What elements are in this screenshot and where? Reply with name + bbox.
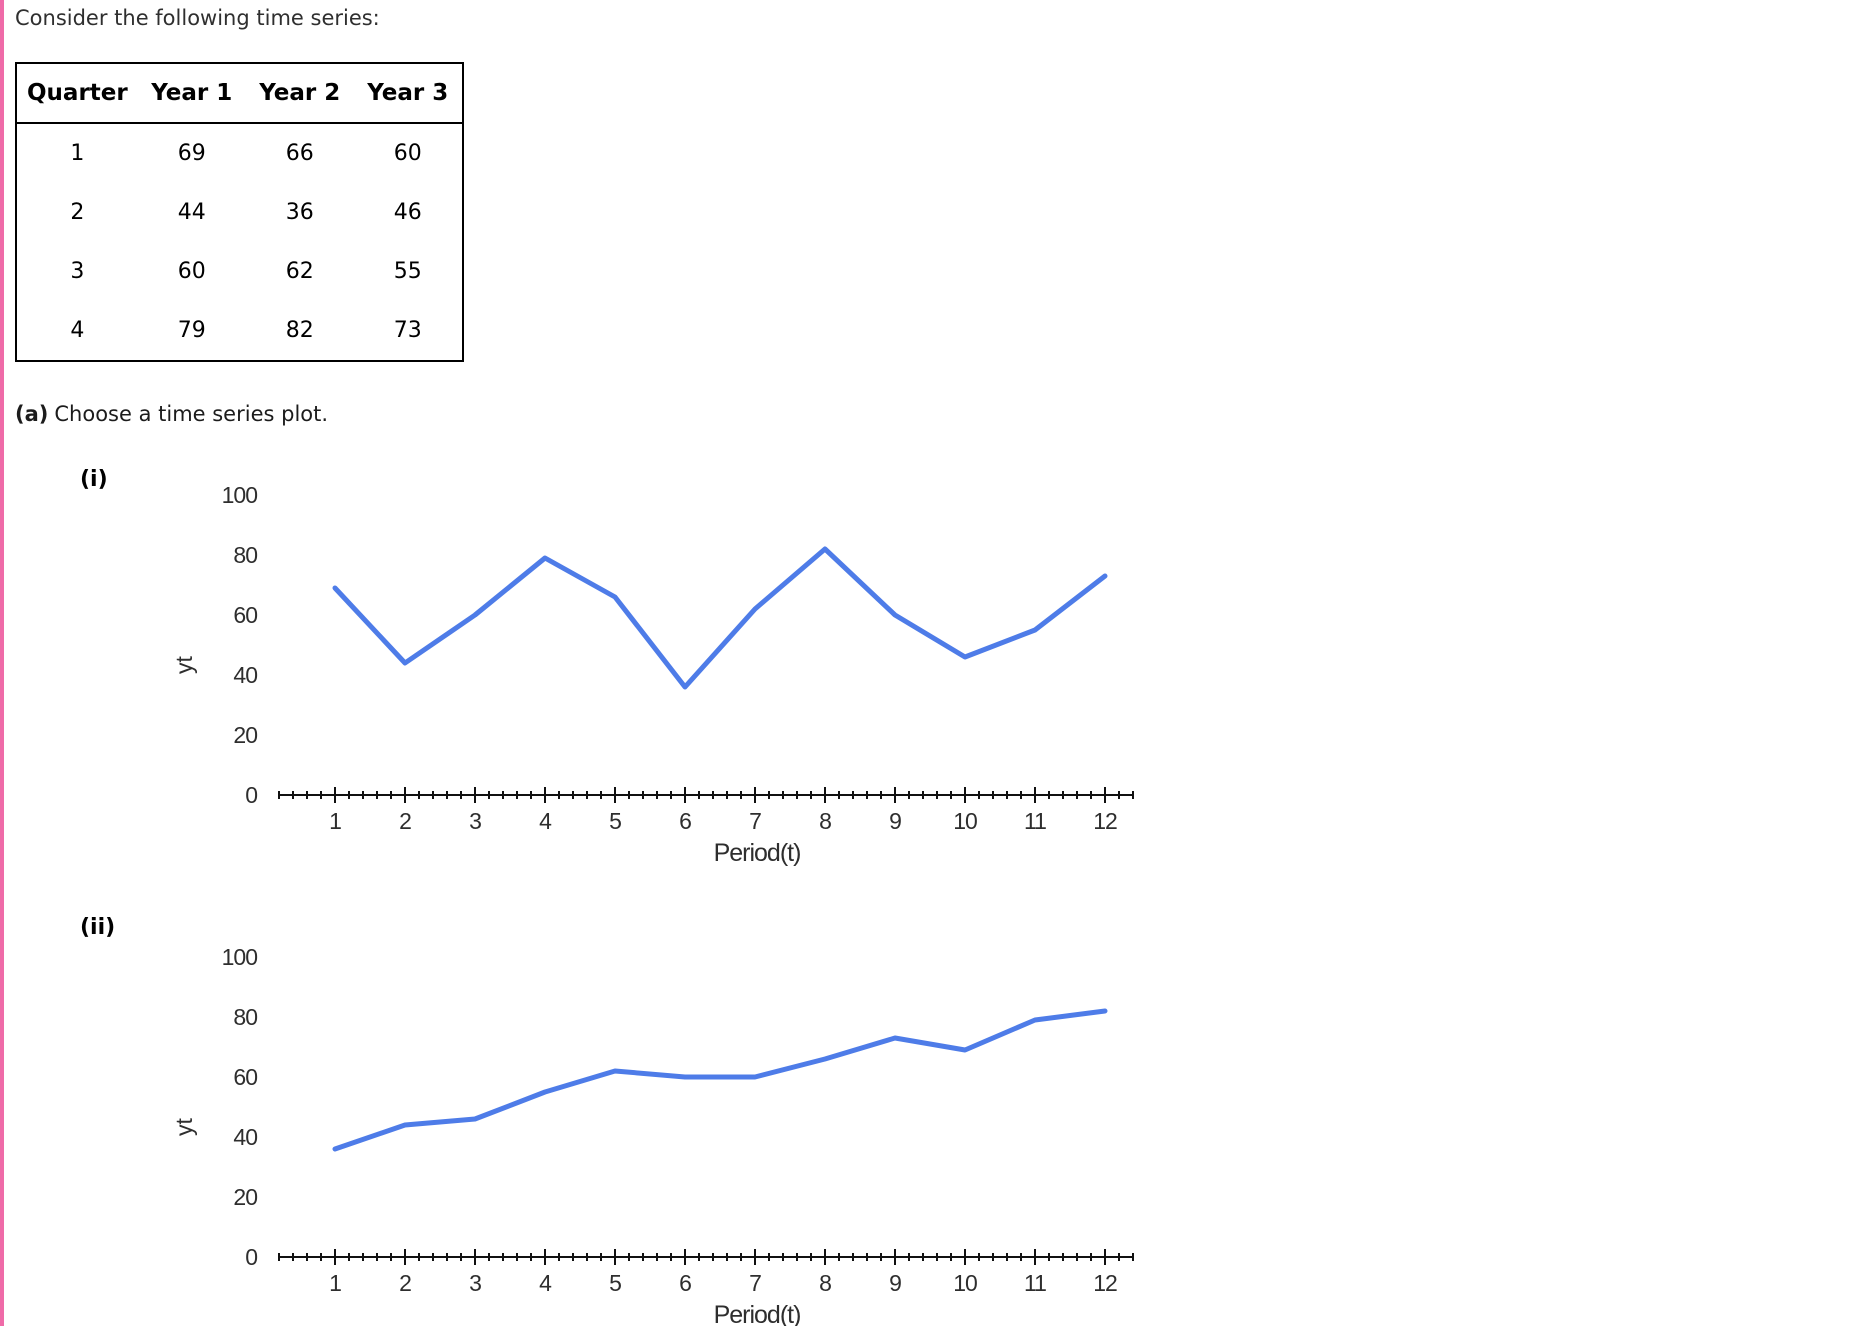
option-i-label: (i) <box>80 467 108 492</box>
y-tick-labels: 0 20 40 60 80 100 <box>222 482 259 808</box>
table-header-year2: Year 2 <box>245 63 354 124</box>
x-tick-label: 8 <box>819 1270 831 1296</box>
x-tick-label: 9 <box>889 808 901 834</box>
table-row: 3 60 62 55 <box>16 242 463 301</box>
cell-value: 69 <box>177 141 206 166</box>
table-header-row: Quarter Year 1 Year 2 Year 3 <box>16 63 463 124</box>
cell-value: 79 <box>177 318 206 343</box>
x-tick-label: 4 <box>539 1270 552 1296</box>
x-tick-label: 6 <box>679 808 691 834</box>
cell-value: 82 <box>285 318 314 343</box>
series-line <box>332 546 1108 690</box>
cell-quarter: 4 <box>70 318 85 343</box>
y-tick-labels: 0 20 40 60 80 100 <box>222 944 259 1270</box>
time-series-table: Quarter Year 1 Year 2 Year 3 1 69 66 60 … <box>15 62 464 362</box>
table-row: 2 44 36 46 <box>16 183 463 242</box>
x-tick-label: 3 <box>469 808 481 834</box>
time-series-plot-ii: 1 2 3 4 5 6 7 8 9 10 11 12 Period(t) 0 20 40 60 80 100 yt <box>140 912 1160 1326</box>
y-axis-title: yt <box>171 655 197 674</box>
x-axis-title: Period(t) <box>714 839 801 867</box>
y-tick-label: 20 <box>233 1184 257 1210</box>
cell-value: 46 <box>393 200 422 225</box>
x-tick-label: 4 <box>539 808 552 834</box>
cell-value: 62 <box>285 259 314 284</box>
x-tick-label: 10 <box>953 808 977 834</box>
part-a-label: (a) <box>15 402 49 426</box>
x-tick-label: 8 <box>819 808 831 834</box>
y-tick-label: 60 <box>233 1064 257 1090</box>
cell-value: 44 <box>177 200 206 225</box>
x-tick-label: 7 <box>749 808 761 834</box>
x-tick-label: 3 <box>469 1270 481 1296</box>
y-tick-label: 0 <box>245 782 257 808</box>
y-tick-label: 0 <box>245 1244 257 1270</box>
cell-value: 60 <box>177 259 206 284</box>
cell-value: 73 <box>393 318 422 343</box>
time-series-plot-i: 1 2 3 4 5 6 7 8 9 10 11 12 Period(t) 0 20 40 60 80 100 yt <box>140 450 1160 880</box>
x-tick-label: 12 <box>1093 1270 1117 1296</box>
y-tick-label: 60 <box>233 602 257 628</box>
option-ii-label: (ii) <box>80 915 116 940</box>
cell-value: 66 <box>285 141 314 166</box>
table-header-year1: Year 1 <box>137 63 246 124</box>
x-tick-label: 11 <box>1024 808 1046 834</box>
y-tick-label: 100 <box>222 944 258 970</box>
y-tick-label: 20 <box>233 722 257 748</box>
x-tick-label: 2 <box>399 808 411 834</box>
x-tick-label: 1 <box>329 1270 341 1296</box>
cell-value: 36 <box>285 200 314 225</box>
x-axis <box>278 1249 1134 1265</box>
x-tick-label: 2 <box>399 1270 411 1296</box>
y-axis-title: yt <box>171 1117 197 1136</box>
x-tick-label: 12 <box>1093 808 1117 834</box>
y-tick-label: 80 <box>233 1004 257 1030</box>
part-a-text: Choose a time series plot. <box>54 402 329 426</box>
x-tick-label: 1 <box>329 808 341 834</box>
table-row: 4 79 82 73 <box>16 301 463 361</box>
series-line <box>332 1008 1108 1152</box>
x-tick-label: 6 <box>679 1270 691 1296</box>
x-tick-labels: 1 2 3 4 5 6 7 8 9 10 11 12 <box>329 808 1118 834</box>
left-accent-stripe <box>0 0 4 1326</box>
cell-value: 60 <box>393 141 422 166</box>
intro-text: Consider the following time series: <box>15 6 380 30</box>
x-tick-label: 10 <box>953 1270 977 1296</box>
cell-quarter: 3 <box>70 259 85 284</box>
y-tick-label: 40 <box>233 1124 257 1150</box>
y-tick-label: 40 <box>233 662 257 688</box>
x-tick-label: 9 <box>889 1270 901 1296</box>
x-axis <box>278 787 1134 803</box>
y-tick-label: 100 <box>222 482 258 508</box>
part-a-prompt: (a) Choose a time series plot. <box>15 402 328 426</box>
x-tick-labels: 1 2 3 4 5 6 7 8 9 10 11 12 <box>329 1270 1118 1296</box>
table-header-year3: Year 3 <box>353 63 463 124</box>
cell-value: 55 <box>393 259 422 284</box>
x-tick-label: 7 <box>749 1270 761 1296</box>
table-row: 1 69 66 60 <box>16 123 463 183</box>
x-axis-title: Period(t) <box>714 1301 801 1326</box>
cell-quarter: 1 <box>70 141 85 166</box>
cell-quarter: 2 <box>70 200 85 225</box>
x-tick-label: 5 <box>609 1270 621 1296</box>
table-header-quarter: Quarter <box>16 63 138 124</box>
y-tick-label: 80 <box>233 542 257 568</box>
x-tick-label: 5 <box>609 808 621 834</box>
x-tick-label: 11 <box>1024 1270 1046 1296</box>
